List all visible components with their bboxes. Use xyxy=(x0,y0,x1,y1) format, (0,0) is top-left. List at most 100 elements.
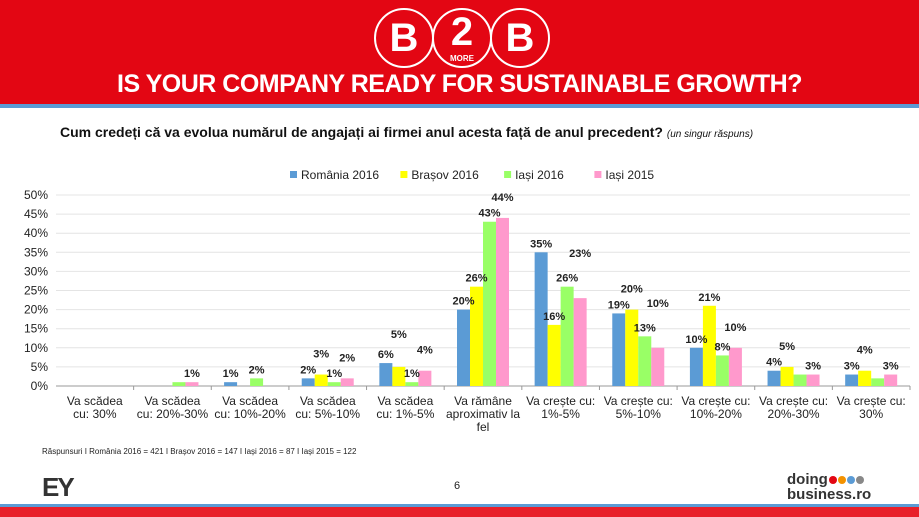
bar xyxy=(625,309,639,386)
db-dot xyxy=(855,476,864,484)
x-tick-label: aproximativ la xyxy=(446,407,520,421)
data-label: 2% xyxy=(300,364,316,376)
db-dot xyxy=(828,476,837,484)
x-tick-label: Va crește cu: xyxy=(759,394,828,408)
legend-label: România 2016 xyxy=(301,168,379,182)
x-tick-label: fel xyxy=(477,420,490,434)
legend-label: Iași 2015 xyxy=(605,168,654,182)
x-tick-label: Va scădea xyxy=(67,394,123,408)
x-tick-label: Va scădea xyxy=(222,394,278,408)
data-label: 6% xyxy=(378,349,394,361)
bar xyxy=(638,336,652,386)
footer-line xyxy=(0,504,919,507)
data-label: 1% xyxy=(223,368,239,380)
x-tick-label: 5%-10% xyxy=(616,407,662,421)
db-line2: business.ro xyxy=(787,486,872,503)
bar xyxy=(845,374,859,386)
bar xyxy=(689,347,703,386)
data-label: 19% xyxy=(608,299,630,311)
bar xyxy=(612,313,626,386)
logo-b2: B xyxy=(490,8,550,68)
data-label: 43% xyxy=(478,208,500,220)
bar xyxy=(651,347,665,386)
data-label: 4% xyxy=(766,357,782,369)
bar xyxy=(470,286,483,386)
x-tick-label: Va scădea xyxy=(300,394,356,408)
x-tick-label: Va crește cu: xyxy=(526,394,595,408)
data-label: 23% xyxy=(569,248,591,260)
legend-swatch xyxy=(594,171,602,178)
bar xyxy=(483,221,496,386)
db-dots xyxy=(828,471,864,488)
x-tick-label: 1%-5% xyxy=(541,407,580,421)
page-number: 6 xyxy=(454,480,461,492)
x-tick-label: Va crește cu: xyxy=(604,394,673,408)
data-label: 4% xyxy=(857,345,873,357)
legend-swatch xyxy=(290,171,297,178)
data-label: 3% xyxy=(805,361,821,373)
logo-b1: B xyxy=(374,8,434,68)
x-tick-label: 30% xyxy=(859,407,883,421)
bar xyxy=(547,324,561,386)
y-tick-label: 25% xyxy=(24,284,48,298)
data-label: 10% xyxy=(724,322,746,334)
bar xyxy=(573,298,587,386)
bar xyxy=(884,374,898,386)
bar xyxy=(172,382,186,386)
bar xyxy=(457,309,470,386)
footer-bar xyxy=(0,507,919,517)
logo-more: MORE xyxy=(450,54,474,63)
bar xyxy=(793,374,807,386)
bar xyxy=(405,382,419,386)
y-tick-label: 10% xyxy=(24,341,48,355)
bar xyxy=(702,305,716,386)
db-dot xyxy=(837,476,846,484)
divider xyxy=(0,104,919,108)
data-label: 8% xyxy=(714,341,730,353)
x-tick-label: Va rămâne xyxy=(454,394,512,408)
bar xyxy=(496,217,509,386)
bar xyxy=(780,366,794,386)
y-tick-label: 35% xyxy=(24,245,48,259)
data-label: 1% xyxy=(326,368,342,380)
data-label: 26% xyxy=(556,273,578,285)
bar xyxy=(715,355,729,386)
db-dot xyxy=(846,476,855,484)
headline: IS YOUR COMPANY READY FOR SUSTAINABLE GR… xyxy=(117,70,802,98)
bar xyxy=(560,286,574,386)
data-label: 2% xyxy=(339,352,355,364)
data-label: 2% xyxy=(249,364,265,376)
bar xyxy=(806,374,820,386)
x-tick-label: 20%-30% xyxy=(768,407,820,421)
bar xyxy=(871,378,885,386)
bar-chart: 0% 5% 10% 15% 20% 25% 30% 35% 40% 45% 50% Va scădea… xyxy=(24,168,911,434)
x-tick-label: cu: 20%-30% xyxy=(137,407,209,421)
sample-note: Răspunsuri I România 2016 = 421 I Brașov… xyxy=(42,447,357,456)
data-label: 5% xyxy=(391,329,407,341)
data-label: 13% xyxy=(634,322,656,334)
data-label: 16% xyxy=(543,311,565,323)
data-label: 5% xyxy=(779,341,795,353)
bar xyxy=(534,252,548,386)
bar xyxy=(418,370,432,386)
y-tick-label: 0% xyxy=(31,379,49,393)
bar xyxy=(224,382,238,386)
logo-2: 2 MORE xyxy=(432,8,492,68)
bar xyxy=(340,378,354,386)
y-tick-label: 15% xyxy=(24,322,48,336)
question-note: (un singur răspuns) xyxy=(666,129,754,140)
bar xyxy=(250,378,264,386)
logo-2-text: 2 xyxy=(450,10,474,54)
legend-swatch xyxy=(400,171,408,178)
x-tick-label: 10%-20% xyxy=(690,407,742,421)
db-line1: doing xyxy=(787,471,828,488)
y-tick-label: 20% xyxy=(24,303,48,317)
doingbusiness-logo: doing business.ro xyxy=(787,472,871,502)
data-label: 3% xyxy=(313,349,329,361)
legend-label: Brașov 2016 xyxy=(411,168,479,182)
bar xyxy=(728,347,742,386)
legend-swatch xyxy=(504,171,512,178)
x-tick-label: cu: 1%-5% xyxy=(376,407,434,421)
data-label: 1% xyxy=(404,368,420,380)
y-tick-label: 50% xyxy=(24,188,48,202)
